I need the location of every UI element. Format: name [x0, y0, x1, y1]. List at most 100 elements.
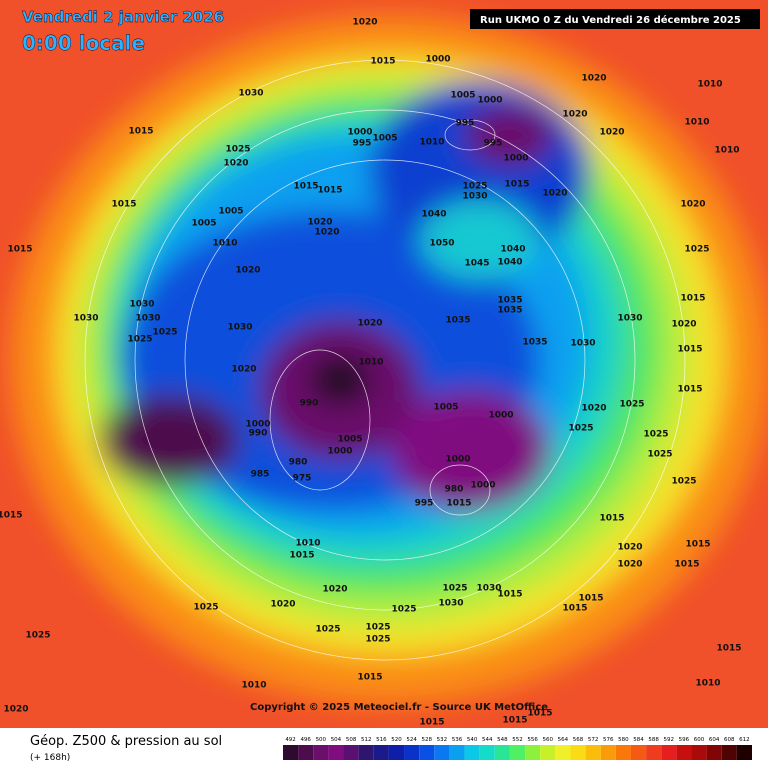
legend-label: 536	[452, 737, 463, 743]
isobar-label: 1015	[111, 200, 136, 210]
isobar-label: 1000	[470, 481, 495, 491]
isobar-label: 1030	[129, 300, 154, 310]
legend-swatch	[736, 745, 752, 760]
isobar-label: 1000	[477, 96, 502, 106]
legend-label: 552	[512, 737, 523, 743]
isobar-label: 1010	[695, 679, 720, 689]
isobar-label: 1000	[445, 455, 470, 465]
legend-label: 516	[376, 737, 387, 743]
isobar-label: 1000	[488, 411, 513, 421]
isobar-label: 1030	[238, 89, 263, 99]
legend-swatch	[434, 745, 450, 760]
isobar-label: 1005	[337, 435, 362, 445]
legend-label: 496	[300, 737, 311, 743]
isobar-label: 1000	[245, 420, 270, 430]
isobar-label: 1025	[684, 245, 709, 255]
isobar-label: 1015	[0, 511, 23, 521]
isobar-label: 1030	[135, 314, 160, 324]
legend-swatch	[313, 745, 329, 760]
legend-label: 560	[543, 737, 554, 743]
legend-label: 584	[633, 737, 644, 743]
isobar-label: 1005	[433, 403, 458, 413]
legend-swatch	[449, 745, 465, 760]
isobar-label: 1020	[680, 200, 705, 210]
isobar-label: 1015	[357, 673, 382, 683]
isobar-label: 1020	[314, 228, 339, 238]
isobar-label: 1020	[599, 128, 624, 138]
isobar-label: 1015	[317, 186, 342, 196]
isobar-label: 1015	[680, 294, 705, 304]
isobar-label: 1035	[522, 338, 547, 348]
isobar-label: 1015	[7, 245, 32, 255]
isobar-label: 1000	[347, 128, 372, 138]
isobar-label: 1025	[315, 625, 340, 635]
legend-label: 500	[316, 737, 327, 743]
isobar-label: 1015	[578, 594, 603, 604]
legend-swatch	[600, 745, 616, 760]
legend-label: 608	[724, 737, 735, 743]
isobar-label: 1025	[568, 424, 593, 434]
legend-swatch	[706, 745, 722, 760]
isobar-label: 1025	[25, 631, 50, 641]
isobar-label: 980	[289, 458, 308, 468]
isobar-label: 1020	[3, 705, 28, 715]
isobar-label: 1010	[358, 358, 383, 368]
legend-swatch	[691, 745, 707, 760]
legend-swatch	[540, 745, 556, 760]
legend-swatch	[525, 745, 541, 760]
legend-label: 576	[603, 737, 614, 743]
isobar-label: 1030	[73, 314, 98, 324]
legend-swatch	[494, 745, 510, 760]
isobar-label: 1010	[714, 146, 739, 156]
isobar-label: 1050	[429, 239, 454, 249]
legend-label: 512	[361, 737, 372, 743]
isobar-label: 1020	[231, 365, 256, 375]
legend-swatch	[646, 745, 662, 760]
isobar-label: 1015	[289, 551, 314, 561]
isobar-label: 1015	[677, 345, 702, 355]
isobar-label: 1015	[527, 709, 552, 719]
isobar-label: 1025	[365, 623, 390, 633]
isobar-label: 1020	[352, 18, 377, 28]
legend-label: 540	[467, 737, 478, 743]
isobar-label: 1025	[193, 603, 218, 613]
legend-swatch	[358, 745, 374, 760]
legend-label: 596	[679, 737, 690, 743]
legend-label: 544	[482, 737, 493, 743]
isobar-label: 1015	[419, 718, 444, 728]
isobar-label: 1015	[293, 182, 318, 192]
isobar-label: 1010	[241, 681, 266, 691]
legend-swatch	[298, 745, 314, 760]
isobar-labels: 1020 1015 1000 1030 1015 1025 1020 1005 1000 995 9…	[0, 18, 742, 728]
legend-label: 604	[709, 737, 720, 743]
isobar-label: 1015	[128, 127, 153, 137]
isobar-label: 1000	[503, 154, 528, 164]
isobar-label: 1020	[223, 159, 248, 169]
isobar-label: 1025	[643, 430, 668, 440]
isobar-label: 1030	[438, 599, 463, 609]
legend-swatch	[676, 745, 692, 760]
isobar-label: 1020	[270, 600, 295, 610]
isobar-label: 1025	[152, 328, 177, 338]
legend-swatch	[373, 745, 389, 760]
isobar-label: 980	[445, 485, 464, 495]
legend-swatch	[555, 745, 571, 760]
legend-swatch	[464, 745, 480, 760]
isobar-label: 1030	[570, 339, 595, 349]
legend-label: 508	[346, 737, 357, 743]
isobar-label: 1015	[502, 716, 527, 726]
legend-swatch	[585, 745, 601, 760]
isobar-label: 1015	[685, 540, 710, 550]
isobar-label: 995	[415, 499, 434, 509]
isobar-label: 1010	[212, 239, 237, 249]
legend-label: 556	[527, 737, 538, 743]
lead-time: (+ 168h)	[30, 753, 70, 763]
isobar-label: 1015	[716, 644, 741, 654]
isobar-label: 1010	[419, 138, 444, 148]
legend-swatch	[721, 745, 737, 760]
caption: Géop. Z500 & pression au sol	[30, 734, 222, 749]
isobar-label: 1030	[227, 323, 252, 333]
isobar-label: 1025	[127, 335, 152, 345]
isobar-label: 1015	[562, 604, 587, 614]
